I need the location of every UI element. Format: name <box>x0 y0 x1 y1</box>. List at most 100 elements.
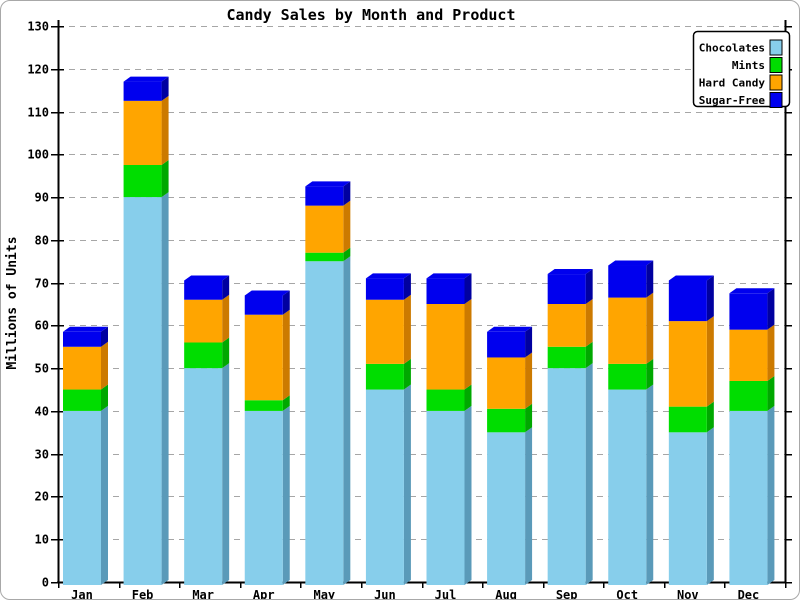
bar-segment-dec-chocolates <box>729 410 768 585</box>
bar-segment-apr-chocolates <box>244 410 283 585</box>
bar-side-may-chocolates <box>343 256 351 585</box>
bar-segment-jun-mints <box>365 363 404 390</box>
bar-side-nov-chocolates <box>706 427 714 585</box>
legend-swatch-sugar-free <box>769 92 783 108</box>
x-category-label: Jan <box>71 588 93 600</box>
x-category-label: Sep <box>556 588 578 600</box>
bar-segment-jun-chocolates <box>365 389 404 585</box>
chart-title: Candy Sales by Month and Product <box>226 6 516 24</box>
bar-top-mar <box>184 275 230 281</box>
bar-top-nov <box>668 275 714 281</box>
bar-side-apr-hard-candy <box>282 309 290 401</box>
bar-side-nov-hard-candy <box>706 316 714 407</box>
bar-segment-sep-sugar-free <box>547 274 586 304</box>
bar-side-mar-sugar-free <box>222 275 230 300</box>
bar-side-jul-mints <box>464 384 472 411</box>
bar-side-jan-sugar-free <box>101 326 108 347</box>
bar-side-jul-sugar-free <box>464 273 472 304</box>
bar-side-jun-sugar-free <box>403 273 411 300</box>
x-category-label: May <box>313 588 335 600</box>
bar-side-mar-hard-candy <box>222 294 230 343</box>
bar-segment-jul-hard-candy <box>426 304 465 390</box>
bar-side-nov-mints <box>706 401 714 433</box>
bar-side-oct-sugar-free <box>646 260 654 298</box>
y-tick-label: 30 <box>35 448 49 462</box>
bar-top-jul <box>426 273 472 279</box>
x-category-label: Apr <box>253 588 275 600</box>
bar-segment-aug-sugar-free <box>487 331 526 358</box>
x-category-label: Mar <box>192 588 214 600</box>
bar-side-nov-sugar-free <box>706 275 714 322</box>
bar-side-sep-sugar-free <box>585 269 593 304</box>
bar-side-sep-chocolates <box>585 363 593 585</box>
bar-side-oct-mints <box>646 358 654 390</box>
y-axis-label: Millions of Units <box>5 236 20 370</box>
bar-top-dec <box>729 288 775 294</box>
bar-side-sep-hard-candy <box>585 299 593 347</box>
bar-side-apr-chocolates <box>282 405 290 585</box>
bar-segment-sep-chocolates <box>547 368 586 585</box>
legend-swatch-chocolates <box>769 39 783 56</box>
legend-box <box>692 30 791 108</box>
x-category-label: Jun <box>374 588 396 600</box>
bar-segment-nov-hard-candy <box>668 321 707 407</box>
bar-side-mar-mints <box>222 337 230 369</box>
y-tick-label: 20 <box>35 490 49 504</box>
bar-side-jul-hard-candy <box>464 299 472 390</box>
bar-segment-jan-sugar-free <box>63 331 101 347</box>
legend-swatch-hard-candy <box>769 74 783 91</box>
bar-top-feb <box>123 76 169 82</box>
x-category-label: Aug <box>495 588 517 600</box>
bar-side-jan-mints <box>101 384 108 411</box>
bar-segment-nov-sugar-free <box>668 280 707 322</box>
x-category-label: Nov <box>677 588 699 600</box>
y-tick-label: 70 <box>35 277 49 291</box>
bar-segment-dec-mints <box>729 380 768 411</box>
y-tick-label: 0 <box>42 576 49 590</box>
bar-side-jul-chocolates <box>464 405 472 585</box>
x-category-label: Dec <box>738 588 760 600</box>
bar-segment-mar-sugar-free <box>184 280 223 300</box>
bar-segment-dec-sugar-free <box>729 293 768 330</box>
bar-segment-jul-sugar-free <box>426 278 465 304</box>
bar-segment-oct-sugar-free <box>608 265 647 298</box>
legend-label: Sugar-Free <box>699 94 766 107</box>
bar-segment-may-hard-candy <box>305 205 344 253</box>
bar-segment-feb-chocolates <box>123 197 162 586</box>
bar-segment-jun-hard-candy <box>365 299 404 364</box>
bar-top-jan <box>63 326 108 332</box>
bar-top-sep <box>547 269 593 275</box>
bar-segment-mar-chocolates <box>184 368 223 585</box>
bar-top-aug <box>487 326 533 332</box>
bar-side-apr-mints <box>282 395 290 411</box>
bar-side-jun-mints <box>403 358 411 390</box>
bar-side-oct-hard-candy <box>646 292 654 364</box>
bar-side-dec-mints <box>767 375 775 411</box>
y-tick-label: 90 <box>35 191 49 205</box>
bar-top-jun <box>365 273 411 279</box>
bar-side-aug-mints <box>525 403 533 433</box>
bar-segment-oct-mints <box>608 363 647 390</box>
bar-side-sep-mints <box>585 341 593 369</box>
bar-side-aug-hard-candy <box>525 352 533 409</box>
bar-top-oct <box>608 260 654 266</box>
bar-segment-may-chocolates <box>305 261 344 585</box>
bar-side-dec-hard-candy <box>767 324 775 381</box>
bar-side-jan-hard-candy <box>101 341 108 390</box>
y-tick-label: 80 <box>35 234 49 248</box>
y-tick-label: 60 <box>35 319 49 333</box>
bar-segment-oct-hard-candy <box>608 297 647 364</box>
bar-segment-apr-sugar-free <box>244 295 283 315</box>
y-tick-label: 130 <box>27 20 49 34</box>
bar-segment-oct-chocolates <box>608 389 647 585</box>
bar-segment-dec-hard-candy <box>729 329 768 381</box>
legend-label: Mints <box>732 59 765 72</box>
legend-swatch-mints <box>769 57 783 73</box>
bar-side-jun-hard-candy <box>403 294 411 364</box>
bar-side-mar-chocolates <box>222 363 230 585</box>
bar-side-dec-chocolates <box>767 405 775 585</box>
y-tick-label: 40 <box>35 405 49 419</box>
bar-side-may-hard-candy <box>343 200 351 253</box>
bar-segment-feb-hard-candy <box>123 100 162 165</box>
